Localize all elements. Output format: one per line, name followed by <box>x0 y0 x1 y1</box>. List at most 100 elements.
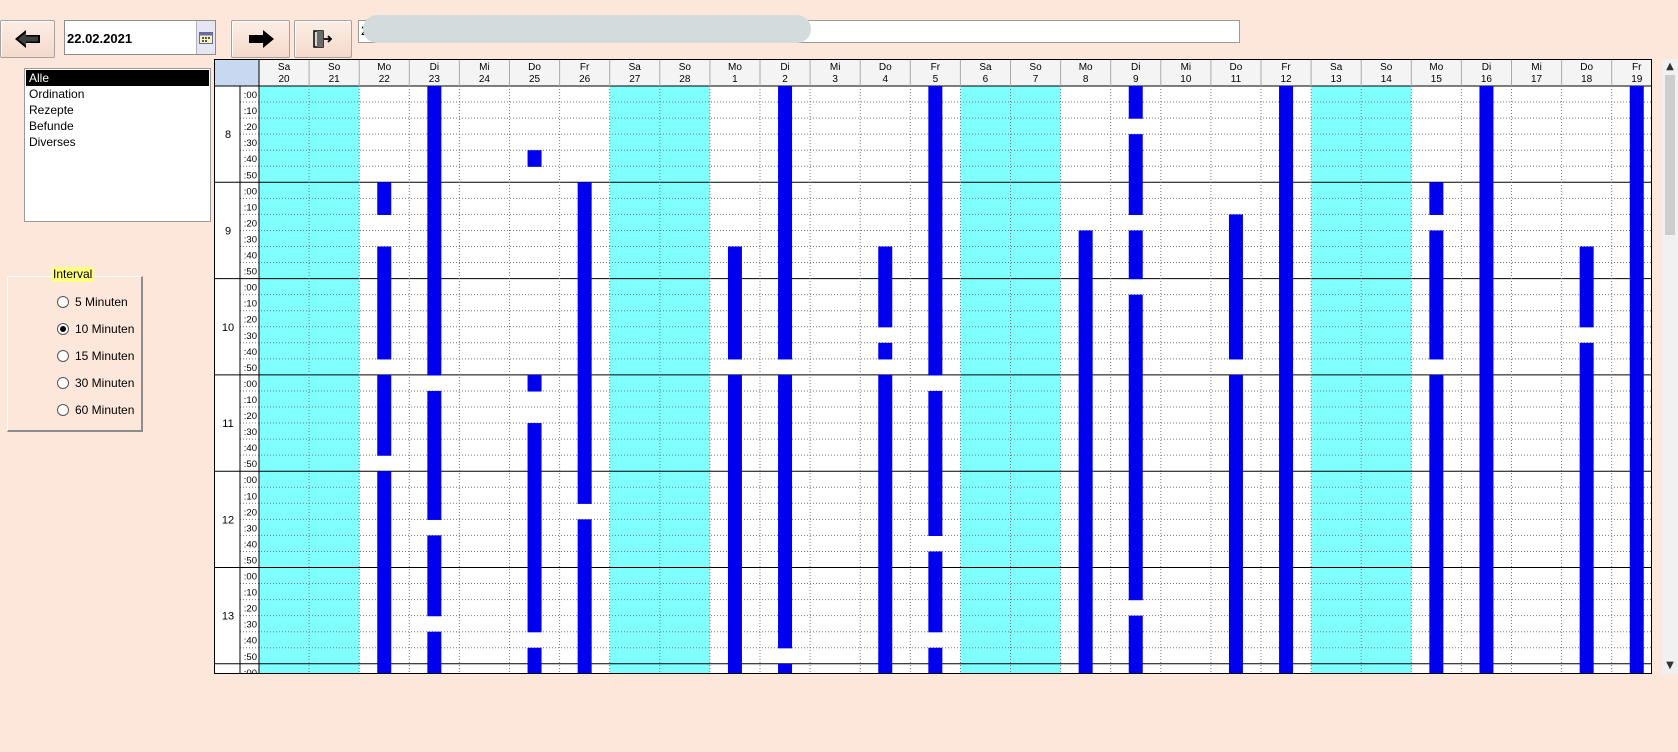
booked-slot[interactable] <box>878 439 893 456</box>
booked-slot[interactable] <box>1429 583 1444 601</box>
booked-slot[interactable] <box>1479 102 1494 119</box>
booked-slot[interactable] <box>727 310 742 328</box>
booked-slot[interactable] <box>377 487 392 504</box>
booked-slot[interactable] <box>1228 551 1243 569</box>
booked-slot[interactable] <box>527 535 542 553</box>
booked-slot[interactable] <box>1128 455 1143 472</box>
booked-slot[interactable] <box>427 86 442 103</box>
booked-slot[interactable] <box>928 102 943 119</box>
booked-slot[interactable] <box>377 423 392 440</box>
booked-slot[interactable] <box>427 455 442 472</box>
booked-slot[interactable] <box>1078 663 1093 681</box>
booked-slot[interactable] <box>427 246 442 264</box>
booked-slot[interactable] <box>1128 471 1143 488</box>
booked-slot[interactable] <box>928 583 943 601</box>
booked-slot[interactable] <box>878 487 893 504</box>
booked-slot[interactable] <box>778 118 793 135</box>
booked-slot[interactable] <box>778 342 793 360</box>
booked-slot[interactable] <box>1228 390 1243 408</box>
booked-slot[interactable] <box>928 326 943 344</box>
booked-slot[interactable] <box>1629 310 1644 328</box>
booked-slot[interactable] <box>1429 567 1444 585</box>
booked-slot[interactable] <box>427 599 442 617</box>
booked-slot[interactable] <box>1429 551 1444 569</box>
booked-slot[interactable] <box>1429 278 1444 296</box>
booked-slot[interactable] <box>878 246 893 264</box>
search-input[interactable]: 2 <box>358 15 1240 43</box>
booked-slot[interactable] <box>1629 503 1644 520</box>
booked-slot[interactable] <box>427 262 442 280</box>
booked-slot[interactable] <box>1629 471 1644 488</box>
booked-slot[interactable] <box>1429 647 1444 665</box>
booked-slot[interactable] <box>1429 519 1444 536</box>
booked-slot[interactable] <box>1128 198 1143 215</box>
booked-slot[interactable] <box>427 294 442 312</box>
booked-slot[interactable] <box>527 439 542 456</box>
radio-button[interactable] <box>57 350 69 362</box>
booked-slot[interactable] <box>1629 118 1644 135</box>
booked-slot[interactable] <box>727 519 742 536</box>
interval-option[interactable]: 10 Minuten <box>57 322 134 336</box>
booked-slot[interactable] <box>1429 535 1444 553</box>
booked-slot[interactable] <box>727 342 742 360</box>
booked-slot[interactable] <box>1279 455 1294 472</box>
booked-slot[interactable] <box>1479 326 1494 344</box>
booked-slot[interactable] <box>577 310 592 328</box>
booked-slot[interactable] <box>1228 535 1243 553</box>
booked-slot[interactable] <box>928 198 943 215</box>
booked-slot[interactable] <box>778 326 793 344</box>
booked-slot[interactable] <box>878 262 893 280</box>
booked-slot[interactable] <box>577 455 592 472</box>
booked-slot[interactable] <box>1579 631 1594 649</box>
radio-button[interactable] <box>57 296 69 308</box>
booked-slot[interactable] <box>778 278 793 296</box>
booked-slot[interactable] <box>1228 374 1243 392</box>
booked-slot[interactable] <box>1479 535 1494 553</box>
booked-slot[interactable] <box>778 214 793 232</box>
booked-slot[interactable] <box>1429 342 1444 360</box>
booked-slot[interactable] <box>1128 86 1143 103</box>
booked-slot[interactable] <box>1629 615 1644 633</box>
booked-slot[interactable] <box>1279 551 1294 569</box>
booked-slot[interactable] <box>727 471 742 488</box>
booked-slot[interactable] <box>577 647 592 665</box>
booked-slot[interactable] <box>577 326 592 344</box>
booked-slot[interactable] <box>1629 390 1644 408</box>
booked-slot[interactable] <box>1479 246 1494 264</box>
booked-slot[interactable] <box>1579 615 1594 633</box>
booked-slot[interactable] <box>928 615 943 633</box>
booked-slot[interactable] <box>427 150 442 167</box>
booked-slot[interactable] <box>1078 503 1093 520</box>
booked-slot[interactable] <box>878 551 893 569</box>
booked-slot[interactable] <box>1429 326 1444 344</box>
booked-slot[interactable] <box>878 455 893 472</box>
booked-slot[interactable] <box>1228 423 1243 440</box>
booked-slot[interactable] <box>1228 342 1243 360</box>
booked-slot[interactable] <box>1078 439 1093 456</box>
booked-slot[interactable] <box>427 423 442 440</box>
booked-slot[interactable] <box>1128 535 1143 553</box>
booked-slot[interactable] <box>1579 439 1594 456</box>
booked-slot[interactable] <box>1629 647 1644 665</box>
booked-slot[interactable] <box>928 246 943 264</box>
booked-slot[interactable] <box>1429 599 1444 617</box>
booked-slot[interactable] <box>878 599 893 617</box>
booked-slot[interactable] <box>1579 262 1594 280</box>
booked-slot[interactable] <box>1429 310 1444 328</box>
booked-slot[interactable] <box>878 583 893 601</box>
booked-slot[interactable] <box>1228 599 1243 617</box>
booked-slot[interactable] <box>527 455 542 472</box>
booked-slot[interactable] <box>1429 374 1444 392</box>
booked-slot[interactable] <box>1629 326 1644 344</box>
booked-slot[interactable] <box>1279 407 1294 424</box>
booked-slot[interactable] <box>878 615 893 633</box>
booked-slot[interactable] <box>928 487 943 504</box>
booked-slot[interactable] <box>878 663 893 681</box>
booked-slot[interactable] <box>377 471 392 488</box>
booked-slot[interactable] <box>377 583 392 601</box>
booked-slot[interactable] <box>878 423 893 440</box>
booked-slot[interactable] <box>928 439 943 456</box>
booked-slot[interactable] <box>1429 182 1444 199</box>
booked-slot[interactable] <box>1629 358 1644 376</box>
booked-slot[interactable] <box>1279 358 1294 376</box>
